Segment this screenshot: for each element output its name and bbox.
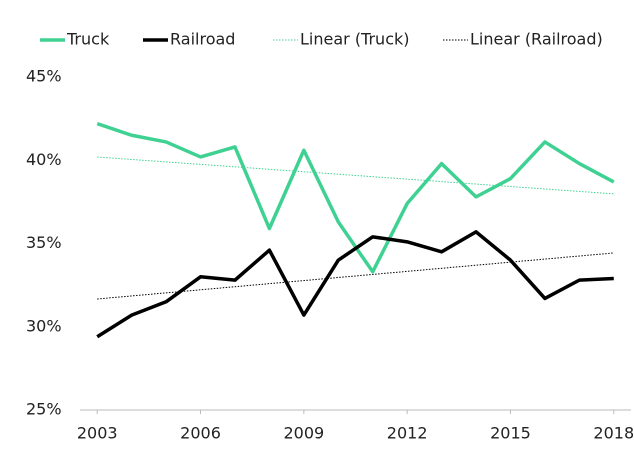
y-tick-label: 45% — [26, 67, 62, 86]
x-tick-label: 2018 — [593, 424, 634, 443]
x-tick-label: 2015 — [490, 424, 531, 443]
y-tick-label: 30% — [26, 316, 62, 335]
x-tick-label: 2009 — [283, 424, 324, 443]
x-tick-label: 2006 — [180, 424, 221, 443]
y-tick-label: 40% — [26, 150, 62, 169]
legend-label: Railroad — [170, 30, 235, 49]
legend-label: Linear (Truck) — [300, 30, 410, 49]
trendline — [97, 252, 614, 300]
x-tick-label: 2003 — [77, 424, 118, 443]
legend-label: Linear (Railroad) — [470, 30, 603, 49]
y-tick-label: 25% — [26, 400, 62, 419]
y-tick-label: 35% — [26, 233, 62, 252]
x-tick-label: 2012 — [387, 424, 428, 443]
trendline — [97, 156, 614, 195]
legend-label: Truck — [66, 30, 110, 49]
series-line — [96, 230, 614, 339]
